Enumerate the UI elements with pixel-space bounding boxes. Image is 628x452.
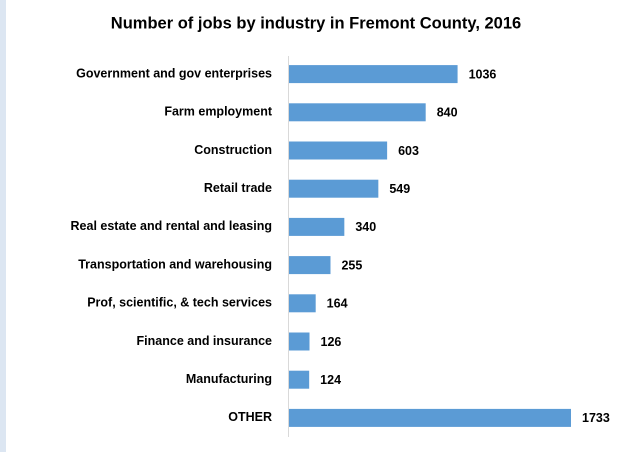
data-label: 549: [389, 182, 410, 196]
data-label: 255: [341, 258, 362, 272]
bar: [289, 408, 571, 427]
chart-title: Number of jobs by industry in Fremont Co…: [111, 14, 521, 32]
y-tick-label: OTHER: [228, 410, 272, 424]
data-label: 1733: [582, 411, 610, 425]
y-tick-label: Farm employment: [164, 105, 273, 119]
bar: [289, 217, 345, 236]
bar: [289, 332, 310, 351]
y-tick-label: Retail trade: [204, 181, 272, 195]
y-tick-label: Real estate and rental and leasing: [71, 219, 272, 233]
data-label: 126: [321, 335, 342, 349]
bar: [289, 256, 331, 275]
data-label: 603: [398, 144, 419, 158]
y-tick-label: Construction: [194, 143, 272, 157]
y-tick-label: Transportation and warehousing: [78, 257, 272, 271]
y-tick-label: Manufacturing: [186, 372, 272, 386]
data-label: 840: [437, 106, 458, 120]
data-label: 1036: [469, 67, 497, 81]
data-label: 340: [355, 220, 376, 234]
bar: [289, 141, 388, 160]
data-label: 164: [327, 297, 348, 311]
bar: [289, 179, 379, 198]
data-label: 124: [320, 373, 341, 387]
y-tick-label: Prof, scientific, & tech services: [87, 296, 272, 310]
bar: [289, 294, 316, 313]
bar: [289, 103, 426, 122]
y-tick-label: Government and gov enterprises: [76, 66, 272, 80]
bar: [289, 370, 310, 389]
bar: [289, 65, 458, 84]
y-tick-label: Finance and insurance: [137, 334, 273, 348]
left-border: [0, 0, 6, 452]
